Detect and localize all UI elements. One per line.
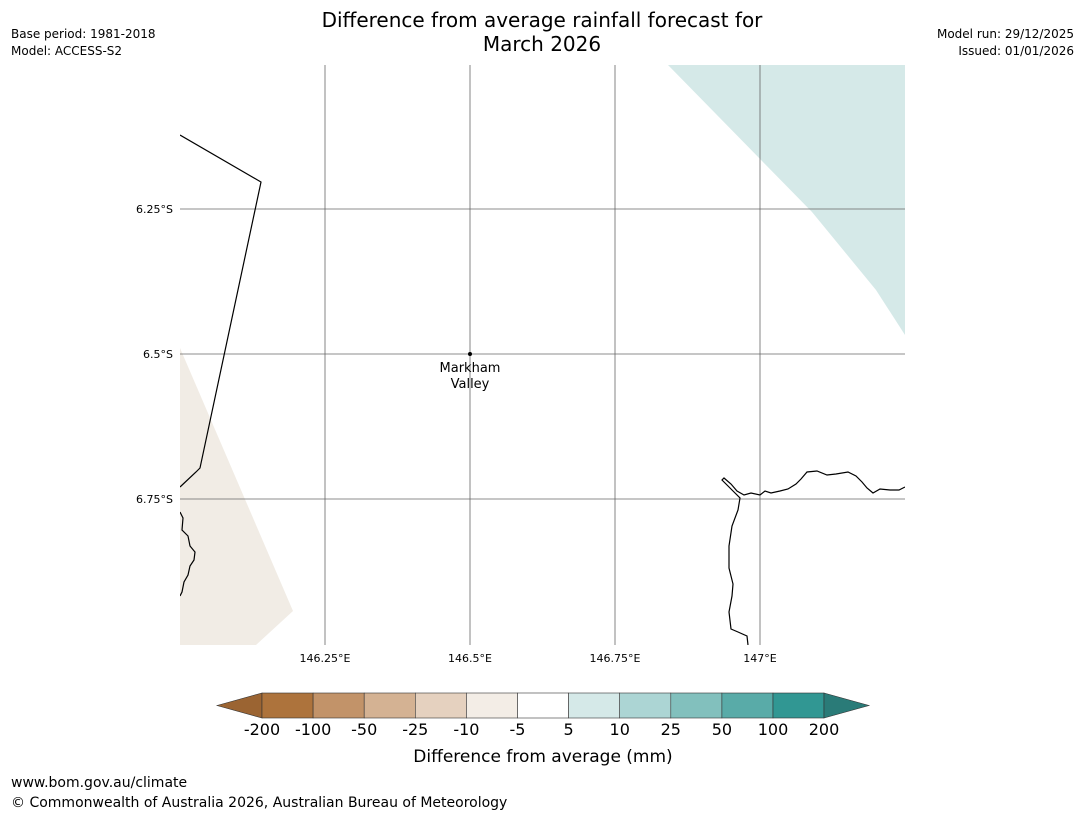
rainfall-region-wet bbox=[668, 65, 905, 335]
lon-label-3: 146.75°E bbox=[590, 652, 641, 665]
colorbar-bin-9 bbox=[670, 692, 723, 719]
colorbar-bin-8 bbox=[619, 692, 672, 719]
coastline-west bbox=[180, 511, 196, 597]
colorbar-tick-12: 200 bbox=[809, 720, 840, 739]
lon-label-4: 147°E bbox=[743, 652, 776, 665]
colorbar-tick-5: -10 bbox=[453, 720, 479, 739]
colorbar-bin-4 bbox=[414, 692, 467, 719]
colorbar-bin-10 bbox=[721, 692, 774, 719]
place-marker bbox=[468, 352, 472, 356]
colorbar-tick-6: -5 bbox=[510, 720, 526, 739]
colorbar-tick-10: 50 bbox=[712, 720, 732, 739]
boundary-lines bbox=[180, 134, 905, 645]
colorbar-extend-low bbox=[215, 692, 263, 719]
place-label-line-2: Valley bbox=[451, 377, 490, 392]
colorbar-tick-7: 5 bbox=[564, 720, 574, 739]
coastline-east bbox=[721, 470, 905, 645]
header-meta-right: Model run: 29/12/2025 Issued: 01/01/2026 bbox=[937, 26, 1074, 60]
footer-copyright: © Commonwealth of Australia 2026, Austra… bbox=[11, 795, 508, 811]
colorbar-tick-3: -50 bbox=[351, 720, 377, 739]
colorbar-bin-3 bbox=[363, 692, 416, 719]
colorbar-extend-high bbox=[823, 692, 871, 719]
colorbar-tick-8: 10 bbox=[610, 720, 630, 739]
lat-label-1: 6.25°S bbox=[136, 203, 173, 216]
colorbar-bin-5 bbox=[466, 692, 518, 719]
colorbar-tick-4: -25 bbox=[402, 720, 428, 739]
colorbar-tick-11: 100 bbox=[758, 720, 789, 739]
lon-label-1: 146.25°E bbox=[300, 652, 351, 665]
lon-label-2: 146.5°E bbox=[448, 652, 492, 665]
colorbar-tick-1: -200 bbox=[244, 720, 280, 739]
colorbar-bin-7 bbox=[568, 692, 620, 719]
issued-text: Issued: 01/01/2026 bbox=[958, 44, 1074, 58]
lat-label-3: 6.75°S bbox=[136, 493, 173, 506]
title-line-1: Difference from average rainfall forecas… bbox=[321, 8, 763, 32]
district-boundary bbox=[180, 134, 262, 488]
lat-label-2: 6.5°S bbox=[143, 348, 173, 361]
base-period-text: Base period: 1981-2018 bbox=[11, 27, 156, 41]
model-run-text: Model run: 29/12/2025 bbox=[936, 27, 1074, 41]
header-meta-left: Base period: 1981-2018 Model: ACCESS-S2 bbox=[11, 26, 156, 60]
place-label-line-1: Markham bbox=[440, 361, 501, 376]
colorbar-tick-2: -100 bbox=[295, 720, 331, 739]
colorbar-bin-6 bbox=[517, 692, 569, 719]
footer-url[interactable]: www.bom.gov.au/climate bbox=[11, 775, 188, 791]
colorbar-tick-9: 25 bbox=[661, 720, 681, 739]
title-line-2: March 2026 bbox=[482, 32, 602, 56]
colorbar-bin-11 bbox=[772, 692, 825, 719]
colorbar-bin-1 bbox=[261, 692, 314, 719]
colorbar-label: Difference from average (mm) bbox=[413, 747, 672, 767]
colorbar bbox=[215, 692, 871, 719]
rainfall-region-dry bbox=[180, 348, 293, 645]
colorbar-bin-2 bbox=[312, 692, 365, 719]
model-text: Model: ACCESS-S2 bbox=[11, 44, 123, 58]
map-panel: Markham Valley 6.25°S 6.5°S 6.75°S 146.2… bbox=[136, 65, 905, 665]
map-title: Difference from average rainfall forecas… bbox=[242, 8, 842, 56]
